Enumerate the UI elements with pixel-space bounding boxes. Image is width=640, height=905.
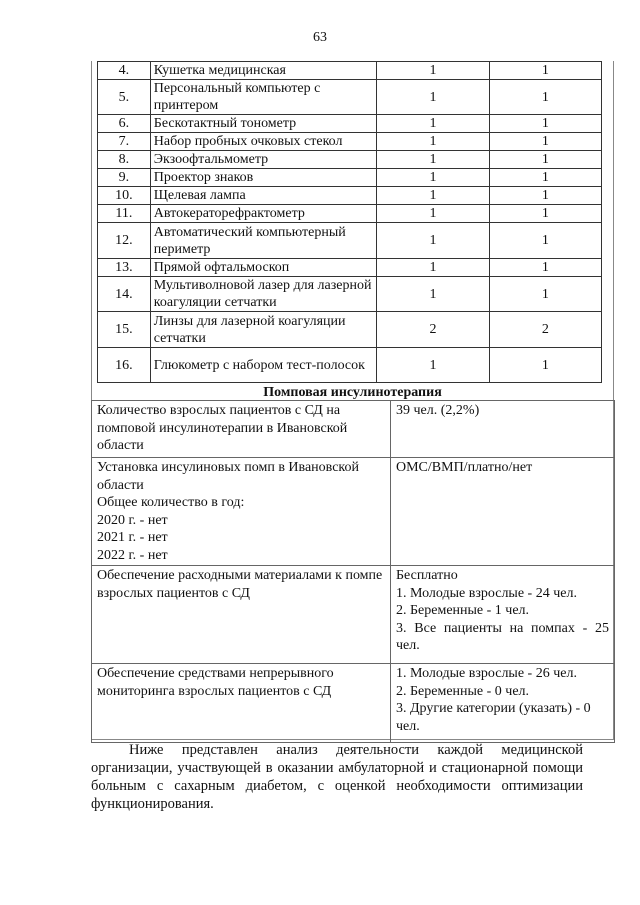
equipment-name: Прямой офтальмоскоп xyxy=(149,258,378,277)
equipment-name: Экзоофтальмометр xyxy=(149,150,378,169)
equipment-name: Персональный компьютер с принтером xyxy=(149,79,378,115)
quantity-available: 1 xyxy=(488,114,603,133)
cgm-value: 1. Молодые взрослые - 26 чел. 2. Беремен… xyxy=(390,663,615,743)
text-line: Установка инсулиновых помп в Ивановской … xyxy=(97,460,359,493)
pump-therapy-table: Количество взрослых пациентов с СД на по… xyxy=(91,400,615,743)
table-row: Обеспечение расходными материалами к пом… xyxy=(91,565,615,664)
row-number: 9. xyxy=(97,168,151,187)
table-row: 5. Персональный компьютер с принтером 1 1 xyxy=(97,79,603,115)
text-line: Бесплатно xyxy=(396,568,458,583)
pump-patient-count-label: Количество взрослых пациентов с СД на по… xyxy=(91,400,391,458)
equipment-name: Щелевая лампа xyxy=(149,186,378,205)
table-row: 8. Экзоофтальмометр 1 1 xyxy=(97,150,603,169)
row-number: 5. xyxy=(97,79,151,115)
table-row: Установка инсулиновых помп в Ивановской … xyxy=(91,457,615,566)
text-line: 3. Все пациенты на помпах - 25 чел. xyxy=(396,620,609,654)
equipment-name: Глюкометр с набором тест-полосок xyxy=(149,347,378,383)
quantity-required: 1 xyxy=(376,114,490,133)
cgm-label: Обеспечение средствами непрерывного мони… xyxy=(91,663,391,743)
consumables-value: Бесплатно 1. Молодые взрослые - 24 чел. … xyxy=(390,565,615,664)
quantity-required: 1 xyxy=(376,276,490,312)
table-row: Количество взрослых пациентов с СД на по… xyxy=(91,400,615,458)
equipment-name: Автокераторефрактометр xyxy=(149,204,378,223)
quantity-available: 1 xyxy=(488,61,603,80)
row-number: 4. xyxy=(97,61,151,80)
table-row: 12. Автоматический компьютерный периметр 1… xyxy=(97,222,603,259)
pump-installation-value: ОМС/ВМП/платно/нет xyxy=(390,457,615,566)
quantity-required: 1 xyxy=(376,61,490,80)
table-row: 7. Набор пробных очковых стекол 1 1 xyxy=(97,132,603,151)
table-row: 14. Мультиволновой лазер для лазерной коа… xyxy=(97,276,603,312)
text-line: 1. Молодые взрослые - 24 чел. xyxy=(396,585,577,601)
row-number: 7. xyxy=(97,132,151,151)
text-line: 2021 г. - нет xyxy=(97,530,168,545)
text-line: 2. Беременные - 0 чел. xyxy=(396,683,530,699)
quantity-required: 2 xyxy=(376,311,490,348)
table-row: 4. Кушетка медицинская 1 1 xyxy=(97,61,603,80)
text-line: 2. Беременные - 1 чел. xyxy=(396,603,530,618)
row-number: 14. xyxy=(97,276,151,312)
table-row: 10. Щелевая лампа 1 1 xyxy=(97,186,603,205)
text-line: 2022 г. - нет xyxy=(97,547,168,563)
quantity-required: 1 xyxy=(376,186,490,205)
quantity-required: 1 xyxy=(376,150,490,169)
pump-installation-label: Установка инсулиновых помп в Ивановской … xyxy=(91,457,391,566)
row-number: 11. xyxy=(97,204,151,223)
quantity-required: 1 xyxy=(376,168,490,187)
paragraph-text: Ниже представлен анализ деятельности каж… xyxy=(91,742,583,812)
quantity-available: 1 xyxy=(488,186,603,205)
row-number: 12. xyxy=(97,222,151,259)
quantity-available: 1 xyxy=(488,168,603,187)
equipment-table: 4. Кушетка медицинская 1 1 5. Персональный ко… xyxy=(97,61,603,383)
equipment-name: Проектор знаков xyxy=(149,168,378,187)
quantity-required: 1 xyxy=(376,204,490,223)
quantity-available: 1 xyxy=(488,347,603,383)
equipment-name: Линзы для лазерной коагуляции сетчатки xyxy=(149,311,378,348)
table-row: 16. Глюкометр с набором тест-полосок 1 1 xyxy=(97,347,603,383)
text-line: 3. Другие категории (указать) - 0 чел. xyxy=(396,701,591,734)
quantity-available: 1 xyxy=(488,150,603,169)
section-title: Помповая инсулинотерапия xyxy=(263,385,442,400)
quantity-required: 1 xyxy=(376,347,490,383)
quantity-required: 1 xyxy=(376,132,490,151)
row-number: 8. xyxy=(97,150,151,169)
row-number: 16. xyxy=(97,347,151,383)
quantity-available: 1 xyxy=(488,222,603,259)
row-number: 6. xyxy=(97,114,151,133)
consumables-label: Обеспечение расходными материалами к пом… xyxy=(91,565,391,664)
quantity-available: 1 xyxy=(488,79,603,115)
table-row: 15. Линзы для лазерной коагуляции сетчатк… xyxy=(97,311,603,348)
table-row: Обеспечение средствами непрерывного мони… xyxy=(91,663,615,743)
table-row: 13. Прямой офтальмоскоп 1 1 xyxy=(97,258,603,277)
equipment-name: Бескотактный тонометр xyxy=(149,114,378,133)
page-number: 63 xyxy=(313,30,327,45)
quantity-available: 1 xyxy=(488,132,603,151)
quantity-required: 1 xyxy=(376,222,490,259)
table-row: 6. Бескотактный тонометр 1 1 xyxy=(97,114,603,133)
equipment-name: Автоматический компьютерный периметр xyxy=(149,222,378,259)
equipment-name: Набор пробных очковых стекол xyxy=(149,132,378,151)
equipment-name: Мультиволновой лазер для лазерной коагул… xyxy=(149,276,378,312)
quantity-available: 1 xyxy=(488,276,603,312)
quantity-available: 2 xyxy=(488,311,603,348)
row-number: 15. xyxy=(97,311,151,348)
equipment-name: Кушетка медицинская xyxy=(149,61,378,80)
pump-patient-count-value: 39 чел. (2,2%) xyxy=(390,400,615,458)
quantity-required: 1 xyxy=(376,258,490,277)
text-line: 1. Молодые взрослые - 26 чел. xyxy=(396,666,577,681)
quantity-available: 1 xyxy=(488,204,603,223)
quantity-available: 1 xyxy=(488,258,603,277)
row-number: 13. xyxy=(97,258,151,277)
body-paragraph: Ниже представлен анализ деятельности каж… xyxy=(91,741,583,813)
table-row: 9. Проектор знаков 1 1 xyxy=(97,168,603,187)
quantity-required: 1 xyxy=(376,79,490,115)
table-row: 11. Автокераторефрактометр 1 1 xyxy=(97,204,603,223)
text-line: Общее количество в год: xyxy=(97,495,245,510)
text-line: 2020 г. - нет xyxy=(97,512,168,528)
row-number: 10. xyxy=(97,186,151,205)
